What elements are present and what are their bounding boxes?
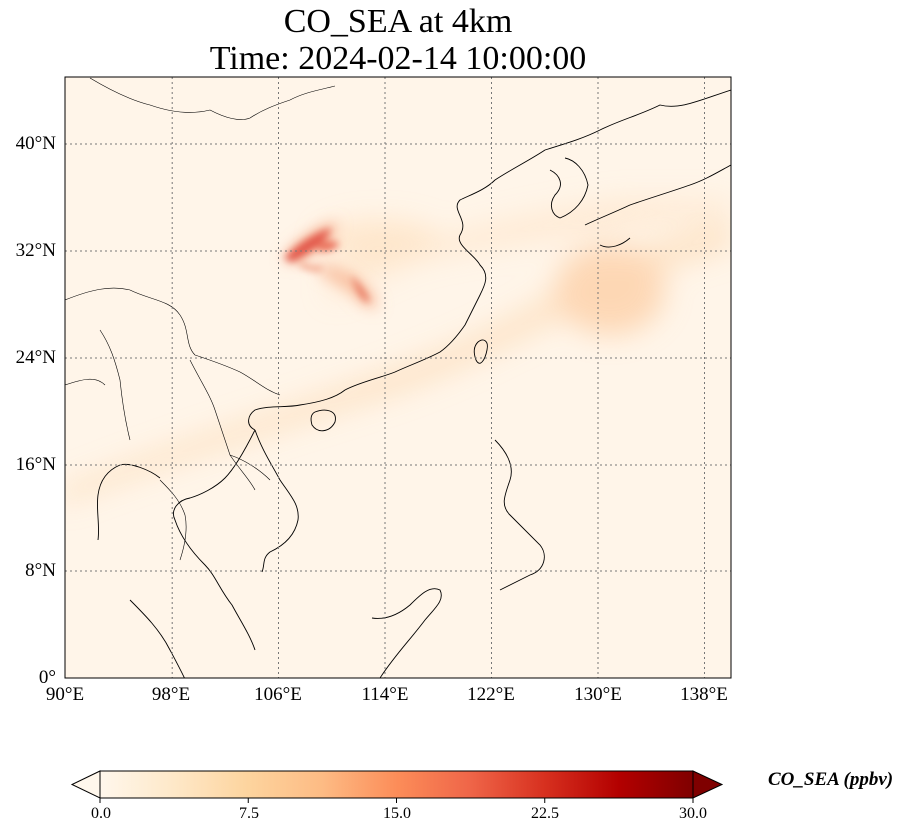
sumatra-coast xyxy=(129,599,186,678)
lon-label-114e: 114°E xyxy=(361,684,409,705)
china-coast xyxy=(248,89,731,431)
lon-label-98e: 98°E xyxy=(151,684,191,705)
lon-label-90e: 90°E xyxy=(45,684,85,705)
colorbar-label: CO_SEA (ppbv) xyxy=(768,769,894,790)
lat-label-8n: 8°N xyxy=(25,560,56,581)
map-title-line2: Time: 2024-02-14 10:00:00 xyxy=(209,40,587,77)
lat-label-16n: 16°N xyxy=(15,454,56,475)
lon-label-122e: 122°E xyxy=(467,684,515,705)
lat-label-24n: 24°N xyxy=(15,347,56,368)
colorbar-gradient xyxy=(99,770,694,799)
japan-coast xyxy=(584,164,731,248)
lat-label-40n: 40°N xyxy=(15,133,56,154)
lat-label-0: 0° xyxy=(38,667,56,688)
lat-label-32n: 32°N xyxy=(15,240,56,261)
colorbar-extend-high xyxy=(692,770,724,799)
colorbar-extend-low xyxy=(70,770,101,799)
coastlines xyxy=(96,89,731,678)
colorbar-tick-7-5: 7.5 xyxy=(239,805,259,822)
taiwan-coast xyxy=(473,339,488,364)
borneo-coast xyxy=(371,588,442,678)
colorbar-tick-15: 15.0 xyxy=(383,805,411,822)
lon-label-130e: 130°E xyxy=(574,684,622,705)
colorbar-tick-22-5: 22.5 xyxy=(531,805,559,822)
co-concentration-field xyxy=(65,200,731,504)
indochina-coast xyxy=(173,429,299,651)
gridlines xyxy=(65,77,731,678)
korea-coast xyxy=(549,157,589,219)
country-borders xyxy=(65,77,336,561)
map-title-line1: CO_SEA at 4km xyxy=(283,3,513,40)
colorbar-tick-30: 30.0 xyxy=(679,805,707,822)
map-frame xyxy=(64,76,732,679)
philippines-coast xyxy=(494,439,545,591)
malay-coast xyxy=(96,463,161,541)
lon-label-106e: 106°E xyxy=(254,684,302,705)
co-plume-hotspot xyxy=(284,228,370,303)
colorbar-tick-0: 0.0 xyxy=(91,805,111,822)
lon-label-138e: 138°E xyxy=(680,684,728,705)
hainan-coast xyxy=(310,409,336,432)
